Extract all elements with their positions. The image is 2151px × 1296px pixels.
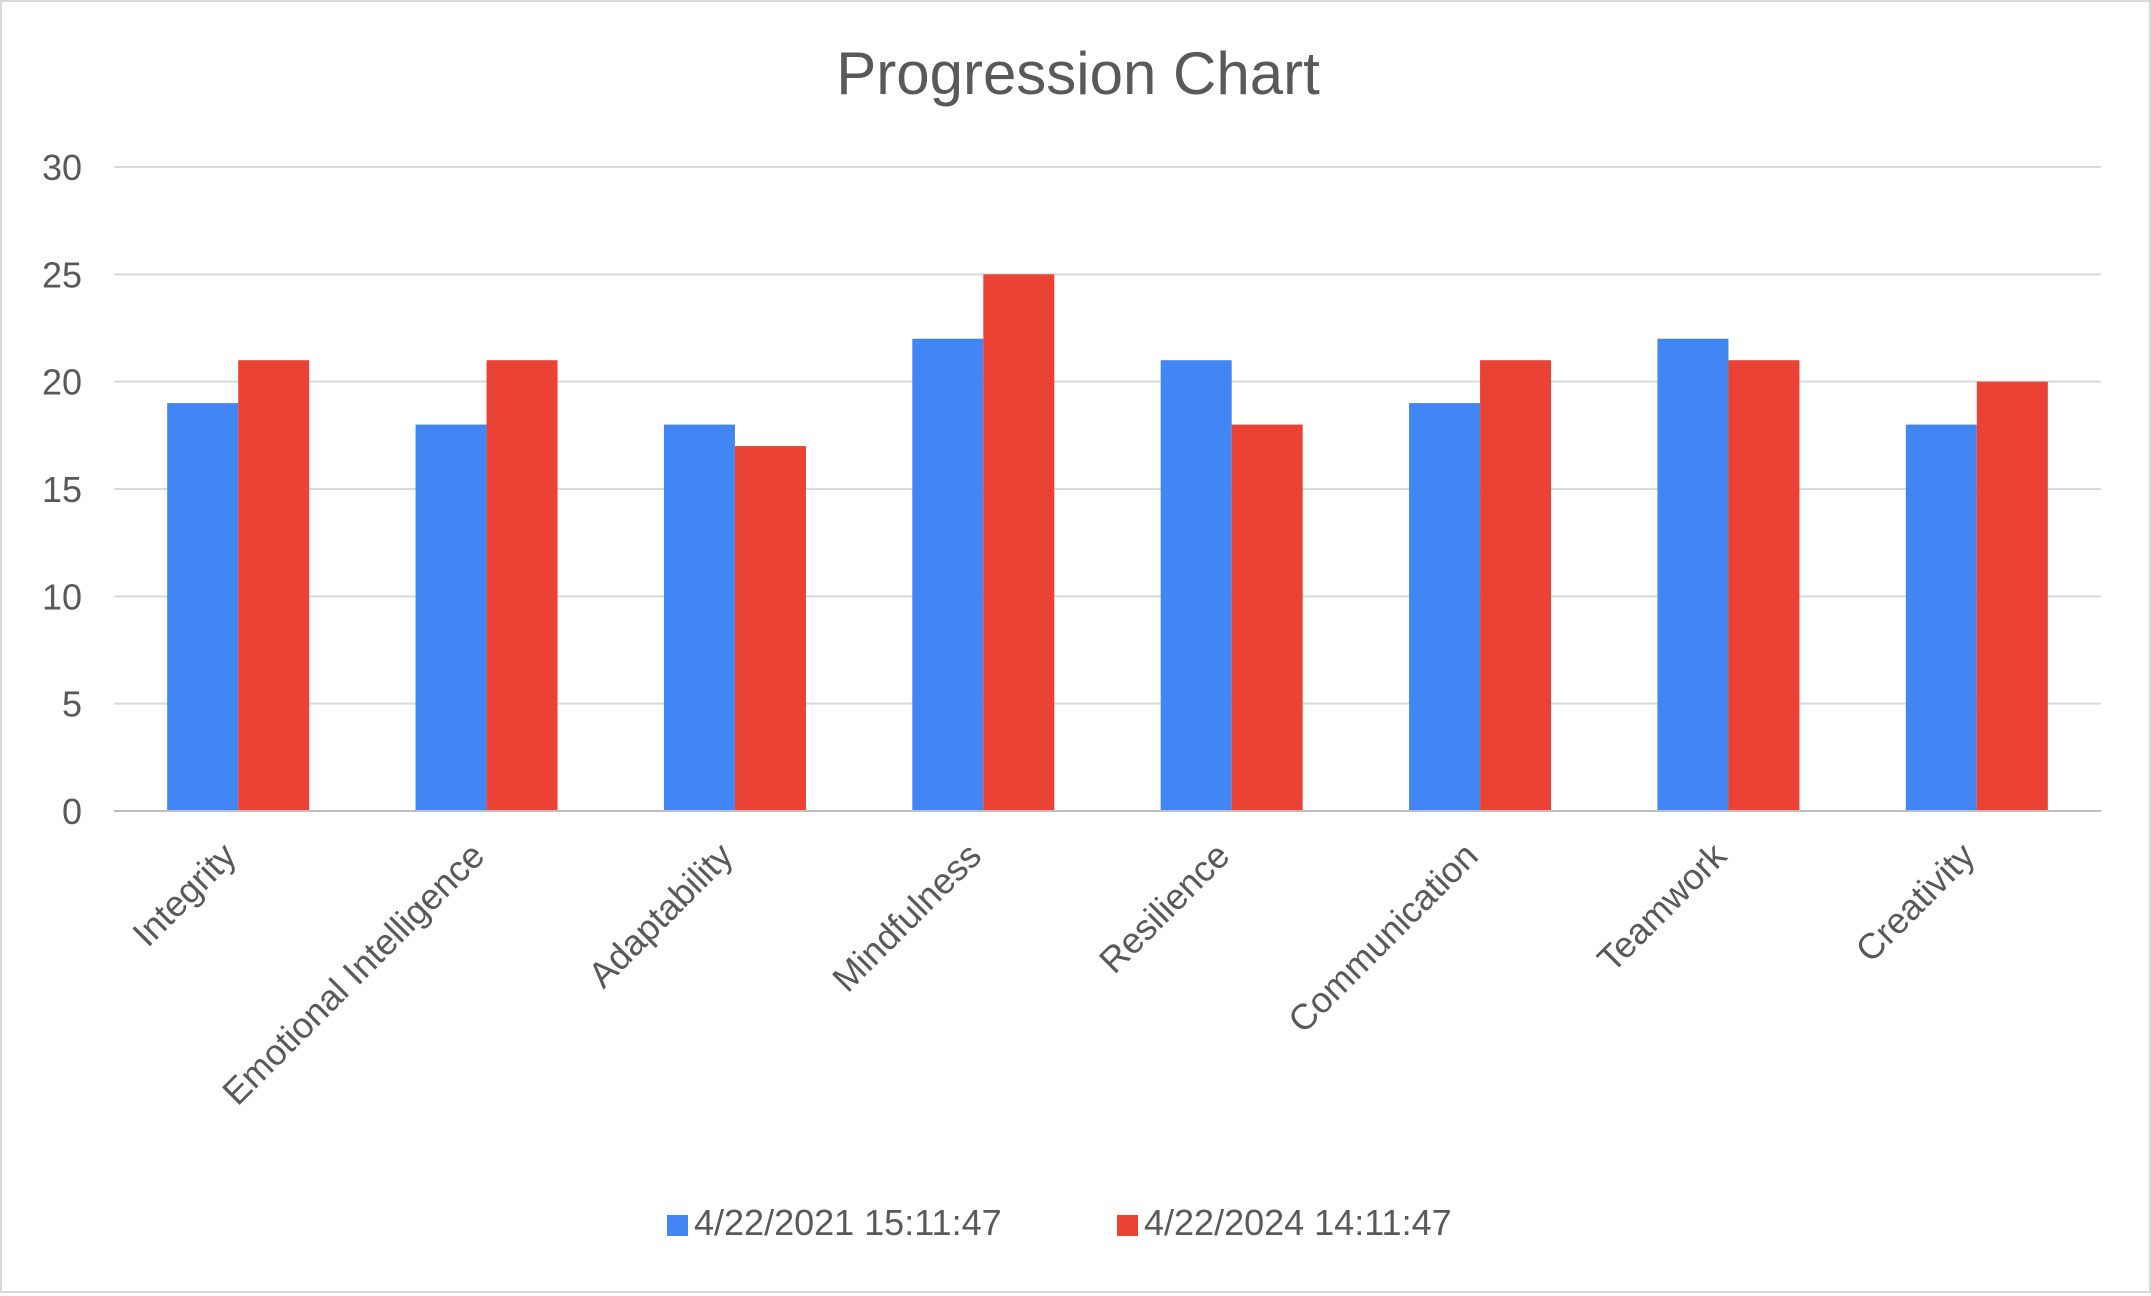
bar [238, 360, 310, 811]
legend-swatch [1117, 1215, 1138, 1236]
x-tick-label: Mindfulness [824, 835, 989, 1000]
y-tick-label: 25 [42, 254, 82, 295]
y-axis-tick-labels: 0 5 10 15 20 25 30 [42, 147, 82, 832]
y-tick-label: 15 [42, 469, 82, 510]
bar [486, 360, 558, 811]
bar [1657, 338, 1729, 811]
legend-label: 4/22/2024 14:11:47 [1144, 1202, 1452, 1243]
x-tick-label: Communication [1280, 835, 1486, 1041]
bar [1480, 360, 1552, 811]
x-tick-label: Adaptability [580, 835, 741, 996]
y-tick-label: 30 [42, 147, 82, 188]
y-tick-label: 20 [42, 362, 82, 403]
y-tick-label: 0 [62, 791, 82, 832]
bar [734, 446, 806, 811]
x-tick-label: Creativity [1847, 835, 1982, 970]
bars [167, 274, 2048, 811]
x-tick-label: Integrity [124, 835, 244, 955]
legend-swatch [667, 1215, 688, 1236]
bar [415, 424, 487, 811]
bar [912, 338, 984, 811]
bar [1160, 360, 1232, 811]
x-tick-label: Teamwork [1589, 834, 1735, 980]
bar [1409, 403, 1481, 811]
bar [167, 403, 239, 811]
bar [983, 274, 1055, 811]
chart-title: Progression Chart [836, 40, 1320, 107]
x-tick-label: Emotional Intelligence [214, 835, 492, 1113]
bar [1905, 424, 1977, 811]
y-tick-label: 10 [42, 576, 82, 617]
gridlines [114, 166, 2101, 705]
x-tick-label: Resilience [1091, 835, 1237, 981]
bar [1976, 381, 2048, 811]
y-tick-label: 5 [62, 684, 82, 725]
bar [663, 424, 735, 811]
bar [1231, 424, 1303, 811]
legend: 4/22/2021 15:11:47 4/22/2024 14:11:47 [667, 1202, 1452, 1243]
bar [1728, 360, 1800, 811]
legend-label: 4/22/2021 15:11:47 [694, 1202, 1002, 1243]
